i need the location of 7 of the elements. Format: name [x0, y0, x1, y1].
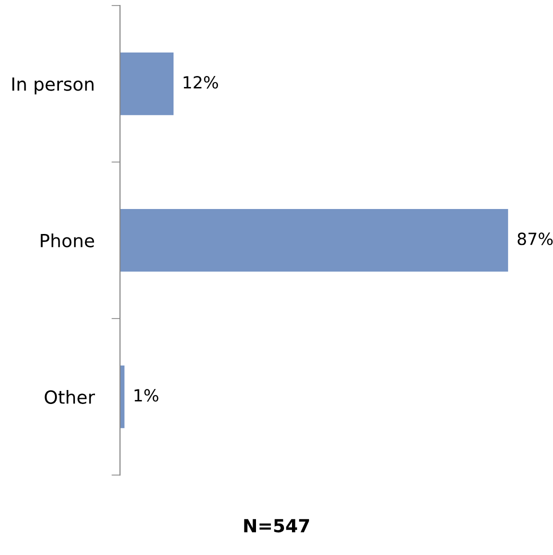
data-label: 87% — [518, 232, 553, 246]
text: N=547 — [244, 519, 310, 532]
y-tick-label: Phone — [40, 233, 94, 248]
data-label: 1% — [134, 389, 158, 402]
data-label: 12% — [184, 76, 218, 89]
y-tick-label: Other — [44, 390, 95, 404]
y-tick-label: In person — [12, 78, 94, 94]
